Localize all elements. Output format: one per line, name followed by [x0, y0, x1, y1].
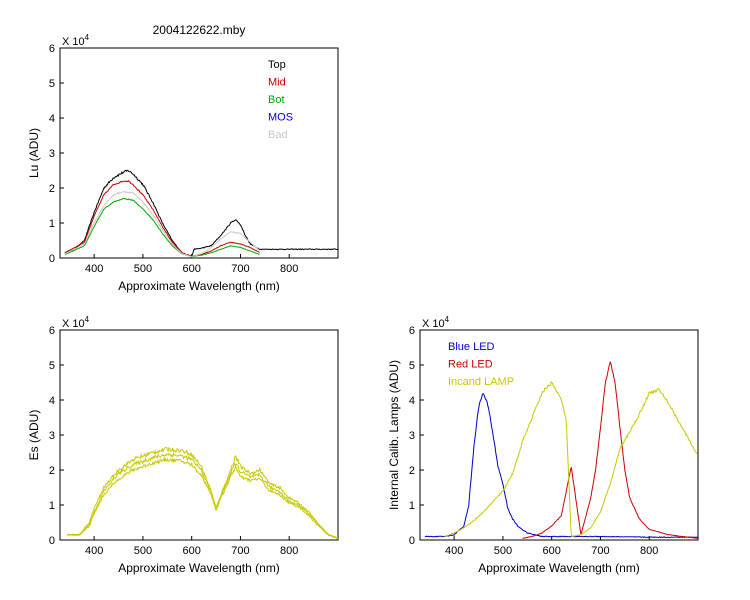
y-tick-label: 5	[49, 360, 55, 372]
y-tick-label: 6	[49, 43, 55, 55]
chart-title: 2004122622.mby	[153, 23, 246, 37]
y-exponent-power: 4	[445, 315, 450, 324]
y-tick-label: 2	[49, 183, 55, 195]
plot-frame	[59, 47, 339, 259]
y-axis-label: Internal Calib. Lamps (ADU)	[387, 360, 401, 510]
y-tick-label: 4	[409, 395, 415, 407]
series-line-incand-lamp	[444, 380, 698, 538]
x-axis-label: Approximate Wavelength (nm)	[118, 279, 280, 293]
y-tick-label: 1	[409, 500, 415, 512]
series-line-red-led	[522, 360, 698, 539]
y-exponent-base: X 10	[62, 318, 85, 330]
series-line-top	[64, 169, 338, 258]
x-tick-label: 800	[640, 545, 658, 557]
y-tick-label: 3	[49, 148, 55, 160]
y-tick-label: 4	[49, 113, 55, 125]
y-tick-label: 2	[49, 465, 55, 477]
plot-frame	[59, 329, 339, 541]
y-exponent-power: 4	[85, 33, 90, 42]
series-line-bot	[64, 197, 260, 258]
x-tick-label: 600	[183, 263, 201, 275]
y-tick-label: 6	[409, 325, 415, 337]
y-exponent-label: X 104	[422, 315, 450, 330]
legend-item: Bad	[268, 129, 288, 141]
y-axis-label: Es (ADU)	[27, 410, 41, 461]
series-line-2	[66, 452, 338, 539]
y-axis-label: Lu (ADU)	[27, 128, 41, 178]
legend-item: Red LED	[448, 359, 493, 371]
y-tick-label: 2	[409, 465, 415, 477]
y-tick-label: 4	[49, 395, 55, 407]
y-exponent-power: 4	[85, 315, 90, 324]
x-tick-label: 700	[231, 545, 249, 557]
y-tick-label: 0	[49, 535, 55, 547]
legend-item: Incand LAMP	[448, 376, 514, 388]
y-tick-label: 3	[49, 430, 55, 442]
x-tick-label: 800	[280, 545, 298, 557]
x-tick-label: 600	[543, 545, 561, 557]
y-exponent-label: X 104	[62, 33, 90, 48]
series-line-bad	[64, 191, 260, 258]
series-line-blue-led	[424, 393, 698, 539]
y-exponent-base: X 10	[62, 36, 85, 48]
x-tick-label: 700	[231, 263, 249, 275]
y-tick-label: 1	[49, 218, 55, 230]
series-line-3	[66, 456, 338, 540]
x-tick-label: 500	[134, 263, 152, 275]
y-tick-label: 6	[49, 325, 55, 337]
legend-item: Blue LED	[448, 341, 495, 353]
x-axis-label: Approximate Wavelength (nm)	[118, 561, 280, 575]
x-tick-label: 600	[183, 545, 201, 557]
x-tick-label: 800	[280, 263, 298, 275]
y-tick-label: 5	[49, 78, 55, 90]
y-tick-label: 0	[409, 535, 415, 547]
y-tick-label: 1	[49, 500, 55, 512]
x-tick-label: 500	[134, 545, 152, 557]
series-line-mid	[64, 180, 260, 257]
y-tick-label: 0	[49, 253, 55, 265]
y-tick-label: 5	[409, 360, 415, 372]
y-exponent-label: X 104	[62, 315, 90, 330]
legend-item: Top	[268, 59, 286, 71]
x-axis-label: Approximate Wavelength (nm)	[478, 561, 640, 575]
legend-item: Mid	[268, 77, 286, 89]
x-tick-label: 400	[85, 263, 103, 275]
x-tick-label: 400	[85, 545, 103, 557]
series-line-1	[66, 446, 338, 539]
legend-item: Bot	[268, 94, 285, 106]
y-exponent-base: X 10	[422, 318, 445, 330]
x-tick-label: 400	[445, 545, 463, 557]
y-tick-label: 3	[409, 430, 415, 442]
x-tick-label: 500	[494, 545, 512, 557]
legend-item: MOS	[268, 112, 293, 124]
x-tick-label: 700	[591, 545, 609, 557]
